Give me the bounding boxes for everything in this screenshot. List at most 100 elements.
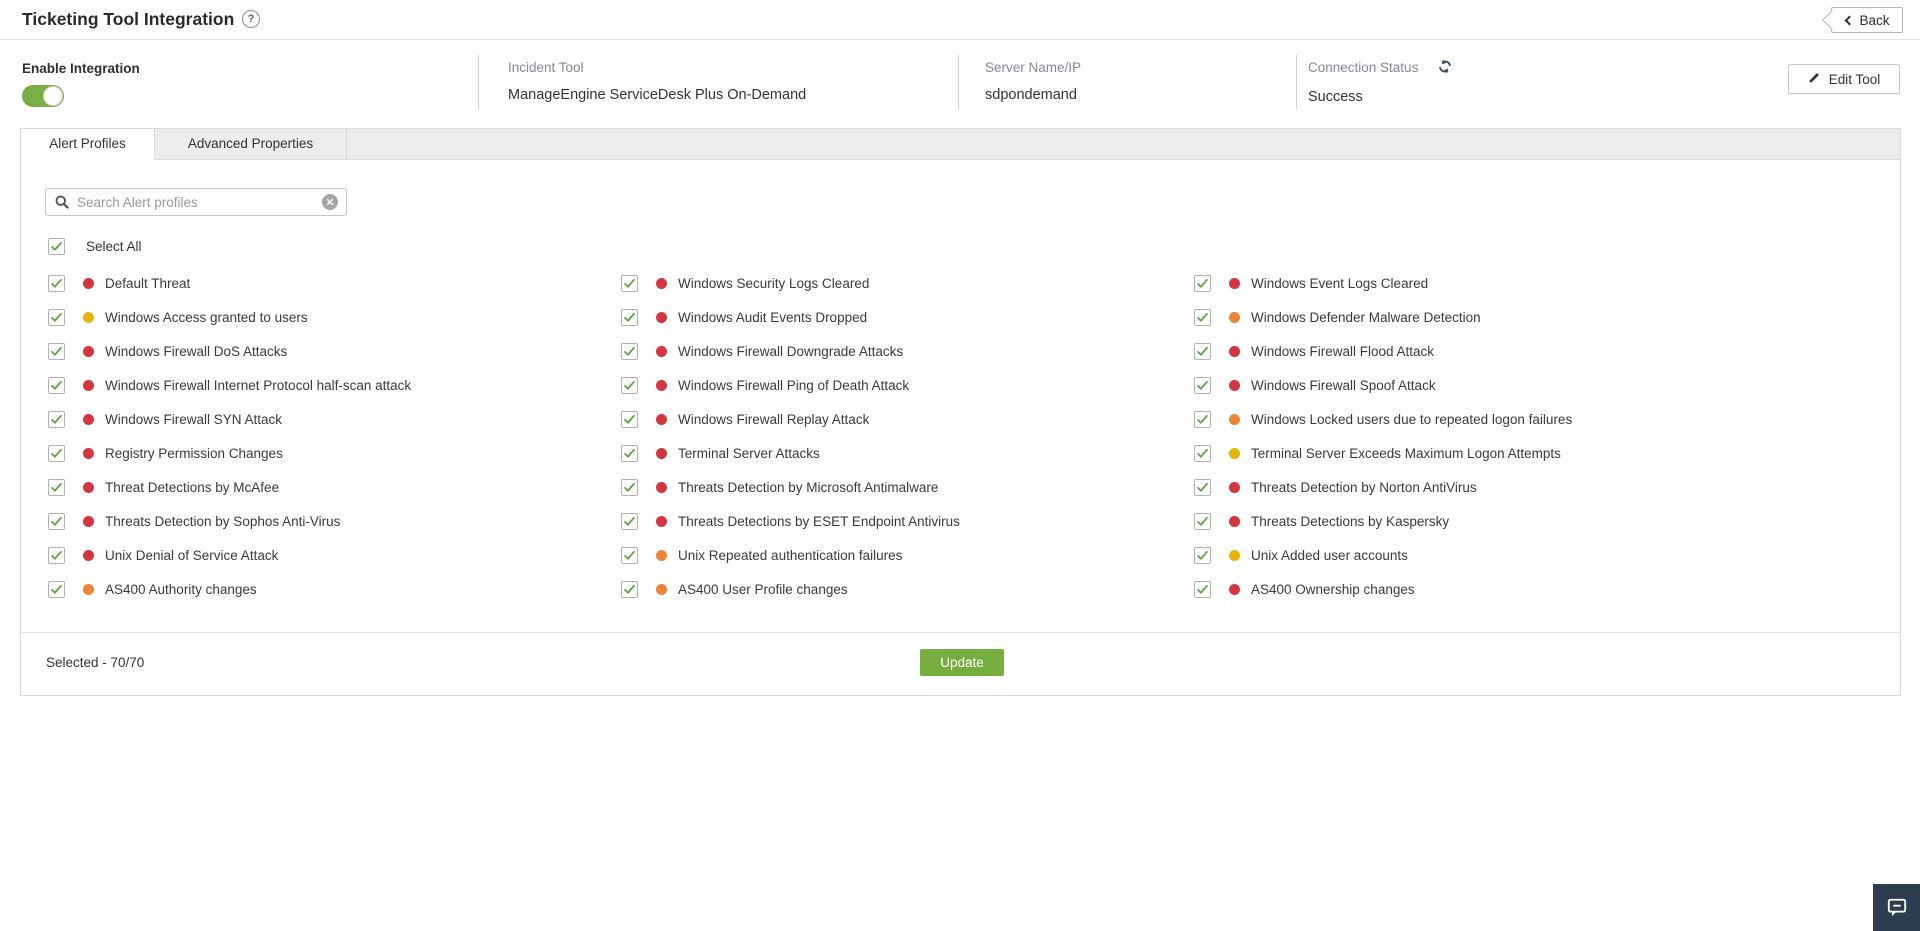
alert-profile-checkbox[interactable]: [621, 546, 638, 564]
alert-profile-label: Windows Firewall DoS Attacks: [105, 343, 288, 359]
toggle-knob: [43, 86, 63, 106]
select-all-row: Select All: [48, 238, 142, 255]
alert-profile-label: Unix Denial of Service Attack: [105, 547, 279, 563]
severity-dot-red: [83, 549, 94, 561]
alert-profile-label: Windows Firewall Internet Protocol half-…: [105, 377, 412, 393]
back-button[interactable]: Back: [1831, 7, 1903, 33]
alert-profile-label: Terminal Server Exceeds Maximum Logon At…: [1251, 445, 1561, 461]
alert-profile-checkbox[interactable]: [621, 308, 638, 326]
alert-profile-label: Unix Repeated authentication failures: [678, 547, 903, 563]
alert-profile-label: Windows Firewall Spoof Attack: [1251, 377, 1436, 393]
alert-profile-label: Terminal Server Attacks: [678, 445, 820, 461]
alert-profile-checkbox[interactable]: [1194, 580, 1211, 598]
alert-profile-row: Windows Defender Malware Detection: [1194, 308, 1572, 326]
tab-advanced-properties[interactable]: Advanced Properties: [155, 129, 347, 159]
pencil-icon: [1808, 71, 1821, 87]
alert-profile-checkbox[interactable]: [1194, 478, 1211, 496]
alert-profile-row: Windows Firewall Replay Attack: [621, 410, 1194, 428]
alert-profile-row: Registry Permission Changes: [48, 444, 621, 462]
alert-profile-row: Threats Detection by Sophos Anti-Virus: [48, 512, 621, 530]
edit-tool-button[interactable]: Edit Tool: [1788, 64, 1900, 94]
alert-profile-row: Threats Detection by Norton AntiVirus: [1194, 478, 1572, 496]
enable-integration-label: Enable Integration: [22, 61, 140, 76]
severity-dot-red: [83, 379, 94, 391]
severity-dot-red: [656, 345, 667, 357]
alert-profile-checkbox[interactable]: [48, 580, 65, 598]
clear-search-icon[interactable]: [322, 194, 338, 210]
update-button[interactable]: Update: [920, 649, 1004, 676]
edit-tool-label: Edit Tool: [1828, 71, 1881, 87]
alert-profile-checkbox[interactable]: [621, 376, 638, 394]
chat-widget-button[interactable]: [1873, 884, 1920, 931]
help-icon[interactable]: ?: [242, 10, 260, 28]
alert-profile-label: Default Threat: [105, 275, 191, 291]
alert-profile-checkbox[interactable]: [1194, 444, 1211, 462]
alert-profile-label: Windows Event Logs Cleared: [1251, 275, 1429, 291]
chevron-left-icon: [1845, 15, 1855, 25]
page-title: Ticketing Tool Integration: [22, 9, 235, 29]
alert-profile-row: Windows Locked users due to repeated log…: [1194, 410, 1572, 428]
alert-profile-label: Windows Firewall Replay Attack: [678, 411, 870, 427]
severity-dot-red: [83, 515, 94, 527]
alert-column-3: Windows Event Logs Cleared Windows Defend…: [1194, 274, 1572, 598]
alert-profile-checkbox[interactable]: [621, 342, 638, 360]
incident-tool-value: ManageEngine ServiceDesk Plus On-Demand: [508, 87, 807, 103]
panel-footer: Selected - 70/70 Update: [21, 632, 1900, 695]
alert-profile-checkbox[interactable]: [48, 478, 65, 496]
tab-bar: Alert Profiles Advanced Properties: [20, 128, 1901, 159]
alert-profile-label: Threats Detection by Sophos Anti-Virus: [105, 513, 341, 529]
alert-profile-checkbox[interactable]: [1194, 546, 1211, 564]
alert-profile-checkbox[interactable]: [1194, 512, 1211, 530]
chat-bubble-icon: [1886, 897, 1908, 918]
alert-profile-label: Unix Added user accounts: [1251, 547, 1408, 563]
alert-profile-checkbox[interactable]: [48, 376, 65, 394]
severity-dot-red: [1229, 379, 1240, 391]
alert-profile-label: Windows Access granted to users: [105, 309, 308, 325]
alert-profile-checkbox[interactable]: [48, 444, 65, 462]
select-all-label: Select All: [86, 239, 142, 254]
alert-profile-row: Threats Detection by Microsoft Antimalwa…: [621, 478, 1194, 496]
severity-dot-orange: [1229, 413, 1240, 425]
alert-profile-row: Windows Firewall Downgrade Attacks: [621, 342, 1194, 360]
alert-profile-checkbox[interactable]: [621, 580, 638, 598]
alert-profile-checkbox[interactable]: [621, 410, 638, 428]
back-button-label: Back: [1859, 12, 1890, 28]
alert-profile-checkbox[interactable]: [48, 274, 65, 292]
refresh-icon[interactable]: [1437, 59, 1453, 79]
alert-profiles-grid: Default Threat Windows Access granted to …: [48, 274, 1572, 598]
alert-profile-checkbox[interactable]: [1194, 410, 1211, 428]
alert-profile-checkbox[interactable]: [621, 478, 638, 496]
alert-profile-label: Threat Detections by McAfee: [105, 479, 280, 495]
alert-profile-checkbox[interactable]: [621, 444, 638, 462]
tab-alert-profiles[interactable]: Alert Profiles: [21, 129, 155, 159]
alert-profile-label: Registry Permission Changes: [105, 445, 283, 461]
alert-profile-checkbox[interactable]: [48, 546, 65, 564]
severity-dot-yellow: [83, 311, 94, 323]
alert-profile-label: AS400 Authority changes: [105, 581, 257, 597]
server-name-value: sdpondemand: [985, 87, 1077, 103]
alert-profile-label: AS400 Ownership changes: [1251, 581, 1415, 597]
select-all-checkbox[interactable]: [48, 238, 65, 255]
severity-dot-red: [1229, 481, 1240, 493]
alert-profile-label: Windows Security Logs Cleared: [678, 275, 870, 291]
alert-profile-checkbox[interactable]: [1194, 376, 1211, 394]
tab-bar-filler: [347, 129, 1900, 159]
alert-profile-checkbox[interactable]: [48, 342, 65, 360]
alert-profile-checkbox[interactable]: [1194, 308, 1211, 326]
alert-profile-checkbox[interactable]: [621, 274, 638, 292]
alert-profile-checkbox[interactable]: [48, 512, 65, 530]
alert-profile-row: Unix Denial of Service Attack: [48, 546, 621, 564]
enable-integration-toggle[interactable]: [22, 85, 64, 107]
alert-profile-checkbox[interactable]: [48, 410, 65, 428]
alert-profile-checkbox[interactable]: [1194, 274, 1211, 292]
alert-profile-row: Windows Event Logs Cleared: [1194, 274, 1572, 292]
alert-profile-row: Windows Firewall Spoof Attack: [1194, 376, 1572, 394]
search-input[interactable]: [77, 194, 315, 210]
alert-profile-checkbox[interactable]: [48, 308, 65, 326]
alert-profile-row: Windows Firewall Flood Attack: [1194, 342, 1572, 360]
severity-dot-orange: [83, 583, 94, 595]
severity-dot-red: [656, 447, 667, 459]
alert-profile-row: AS400 Authority changes: [48, 580, 621, 598]
alert-profile-checkbox[interactable]: [621, 512, 638, 530]
alert-profile-checkbox[interactable]: [1194, 342, 1211, 360]
